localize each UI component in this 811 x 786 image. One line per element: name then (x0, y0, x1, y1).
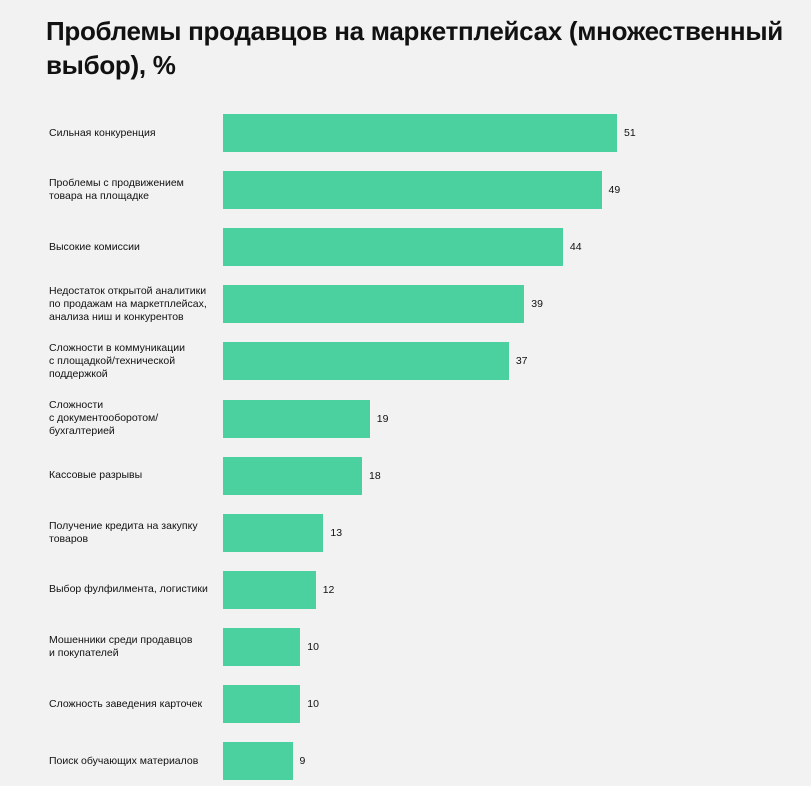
bar (223, 627, 301, 666)
bar (223, 171, 602, 210)
bar (223, 742, 293, 781)
category-label: Сложность заведения карточек (49, 697, 203, 710)
category-label: Получение кредита на закупку товаров (49, 519, 198, 545)
bar-row: Проблемы с продвижением товара на площад… (0, 171, 811, 210)
bar-row: Высокие комиссии 44 (0, 228, 811, 267)
category-label: Кассовые разрывы (49, 469, 143, 482)
data-label: 49 (608, 184, 621, 197)
bar (223, 114, 617, 152)
bar (223, 342, 509, 381)
category-label: Сложности с документооборотом/ бухгалтер… (49, 399, 159, 437)
bar-row: Сложность заведения карточек 10 (0, 685, 811, 723)
bar (223, 513, 324, 552)
bar-row: Недостаток открытой аналитики по продажа… (0, 284, 811, 324)
bar-row: Получение кредита на закупку товаров 13 (0, 513, 811, 552)
category-label: Выбор фулфилмента, логистики (49, 583, 208, 596)
data-label: 19 (376, 412, 389, 425)
bar-row: Сильная конкуренция 51 (0, 114, 811, 152)
bar-row: Поиск обучающих материалов 9 (0, 742, 811, 781)
category-label: Проблемы с продвижением товара на площад… (49, 177, 184, 203)
category-label: Сильная конкуренция (49, 126, 156, 139)
category-label: Недостаток открытой аналитики по продажа… (49, 284, 207, 323)
category-label: Высокие комиссии (49, 240, 140, 253)
data-label: 10 (307, 640, 319, 653)
data-label: 44 (569, 241, 582, 254)
bar (223, 285, 525, 324)
bar (223, 399, 370, 438)
bar-row: Сложности в коммуникации с площадкой/тех… (0, 341, 811, 381)
data-label: 12 (322, 583, 335, 596)
bar (223, 685, 301, 723)
category-label: Поиск обучающих материалов (49, 754, 199, 767)
bar-row: Кассовые разрывы 18 (0, 456, 811, 495)
data-label: 18 (369, 469, 381, 482)
data-label: 9 (299, 755, 306, 768)
data-label: 39 (531, 298, 543, 311)
bar-row: Выбор фулфилмента, логистики 12 (0, 570, 811, 609)
data-label: 51 (624, 127, 636, 139)
bar-row: Сложности с документооборотом/ бухгалтер… (0, 399, 811, 438)
data-label: 10 (307, 698, 319, 710)
chart-title: Проблемы продавцов на маркетплейсах (мно… (46, 16, 783, 80)
bar-row: Мошенники среди продавцов и покупателей 1… (0, 627, 811, 666)
bar (223, 570, 316, 609)
bar (223, 456, 363, 495)
bar (223, 228, 563, 267)
data-label: 13 (330, 526, 343, 539)
data-label: 37 (515, 355, 528, 368)
category-label: Сложности в коммуникации с площадкой/тех… (49, 341, 185, 380)
category-label: Мошенники среди продавцов и покупателей (49, 633, 193, 659)
